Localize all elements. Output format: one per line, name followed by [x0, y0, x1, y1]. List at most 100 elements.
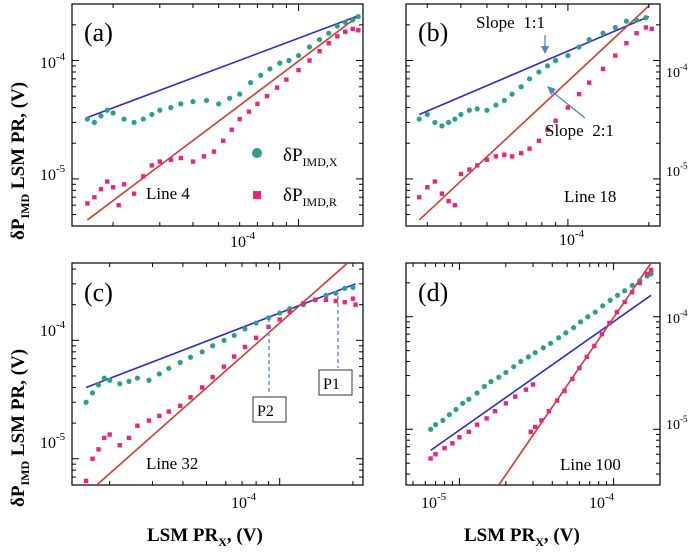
point-imd-x-c [333, 290, 339, 296]
point-imd-x-b [536, 69, 542, 75]
point-imd-r-c [188, 395, 193, 400]
axis-ticks-c [72, 263, 363, 486]
point-imd-r-b [475, 163, 480, 168]
legend-label-x: δPIMD,X [283, 145, 338, 169]
y-axis-title-top: δPIMD LSM PR, (V) [8, 82, 32, 240]
slope-2-1-arrowhead [547, 86, 556, 95]
point-imd-r-b [452, 202, 458, 208]
point-imd-r-b [493, 154, 499, 159]
point-imd-x-a [157, 107, 163, 113]
point-imd-x-d [428, 426, 434, 432]
point-imd-x-b [633, 17, 640, 23]
point-imd-r-d [648, 267, 654, 273]
point-imd-r-d [442, 445, 447, 451]
axis-ticks-b [406, 4, 660, 227]
point-imd-r-b [613, 53, 618, 58]
point-imd-x-a [84, 116, 90, 122]
point-imd-r-c [126, 435, 132, 441]
point-imd-r-d [562, 388, 567, 393]
point-imd-r-a [237, 116, 242, 122]
panel-plot-a [84, 13, 361, 221]
point-imd-x-c [126, 378, 132, 384]
point-imd-x-a [258, 72, 264, 78]
point-imd-r-a [255, 101, 260, 107]
point-imd-r-c [313, 297, 318, 302]
point-imd-x-b [474, 106, 480, 112]
tick-a-y-1e-4: 10-4 [40, 51, 66, 72]
point-imd-r-a [296, 67, 301, 73]
line-label-b: Line 18 [564, 187, 616, 206]
point-imd-r-c [102, 435, 107, 441]
point-imd-x-c [342, 285, 348, 291]
point-imd-r-d [433, 452, 438, 457]
point-imd-x-c [221, 337, 227, 343]
point-imd-r-d [532, 424, 538, 430]
point-imd-x-c [101, 375, 107, 381]
point-imd-x-d [563, 330, 569, 336]
tick-d-x-1e-4: 10-4 [589, 491, 615, 512]
axis-ticks-a [72, 4, 363, 227]
point-imd-r-a [168, 157, 173, 162]
point-imd-r-a [229, 127, 234, 132]
axis-ticks-d [406, 263, 661, 485]
point-imd-x-b [553, 57, 559, 64]
point-imd-r-b [624, 40, 629, 46]
point-imd-r-d [570, 376, 575, 382]
slope-1-1-line-a [87, 15, 357, 119]
point-imd-x-c [231, 332, 237, 339]
point-imd-r-d [607, 320, 612, 326]
point-imd-r-d [592, 343, 597, 349]
point-imd-r-c [135, 423, 140, 428]
point-imd-r-c [301, 301, 306, 306]
point-imd-r-a [157, 159, 163, 164]
point-imd-x-b [501, 97, 507, 104]
point-imd-x-a [168, 105, 174, 111]
point-imd-x-b [623, 18, 630, 24]
point-imd-x-b [493, 102, 499, 108]
point-imd-r-a [343, 29, 348, 34]
point-imd-r-b [545, 127, 550, 132]
point-imd-r-a [92, 195, 97, 200]
slope-1-1-line-b [418, 15, 650, 116]
point-imd-x-d [600, 303, 606, 309]
point-imd-r-a [121, 182, 127, 187]
point-imd-x-b [544, 63, 551, 69]
point-imd-x-d [532, 349, 538, 356]
point-imd-r-a [307, 58, 312, 63]
point-imd-x-d [446, 412, 452, 418]
point-imd-x-d [648, 271, 654, 277]
point-imd-r-c [146, 418, 152, 423]
point-imd-r-a [104, 179, 110, 184]
point-imd-x-a [227, 95, 233, 101]
point-imd-r-c [323, 297, 329, 302]
point-imd-r-d [503, 401, 509, 406]
legend-label-r: δPIMD,R [283, 185, 337, 209]
point-imd-r-c [107, 432, 112, 437]
tick-d-y-1e-4: 10-4 [666, 308, 688, 327]
point-imd-x-d [466, 396, 472, 402]
panel-plot-b [416, 5, 654, 221]
point-imd-r-c [221, 364, 227, 369]
point-imd-x-d [453, 406, 459, 413]
point-imd-x-c [156, 371, 162, 377]
tick-d-x-1e-5: 10-5 [421, 491, 447, 512]
point-imd-r-b [432, 179, 438, 184]
point-imd-r-d [637, 280, 643, 286]
panel-label-d: (d) [418, 278, 448, 307]
point-imd-r-d [492, 408, 498, 414]
point-imd-r-c [199, 385, 205, 390]
point-imd-r-a [284, 77, 289, 82]
point-imd-r-a [85, 201, 90, 206]
point-imd-x-c [242, 326, 248, 332]
tick-b-y-1e-5: 10-5 [666, 161, 688, 180]
point-imd-x-b [484, 107, 490, 113]
point-imd-x-b [576, 44, 582, 50]
point-imd-r-c [350, 296, 356, 301]
point-imd-r-b [536, 138, 542, 143]
point-imd-x-d [592, 309, 598, 315]
point-imd-x-a [334, 23, 340, 29]
point-imd-x-d [525, 354, 531, 360]
point-imd-x-d [547, 340, 554, 346]
point-imd-x-a [110, 110, 116, 116]
